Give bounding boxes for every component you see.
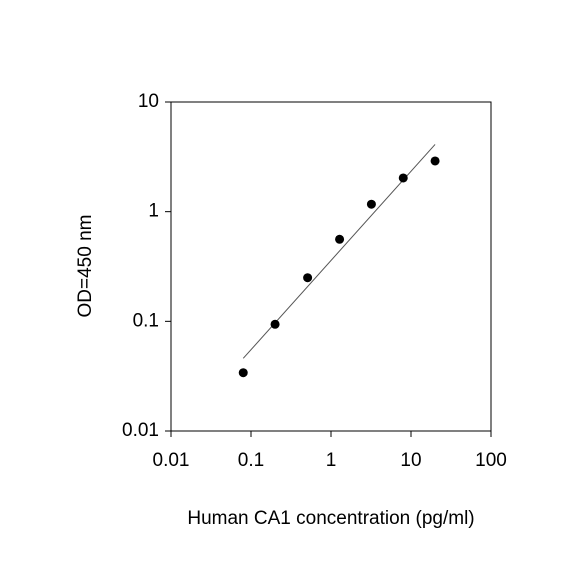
x-tick-label: 1 (326, 450, 337, 471)
data-point (238, 368, 248, 378)
data-point (303, 273, 313, 283)
y-tick-label: 0.1 (133, 310, 159, 331)
x-tick-label: 0.1 (238, 450, 264, 471)
x-axis-label: Human CA1 concentration (pg/ml) (187, 508, 474, 529)
x-tick-label: 100 (475, 450, 507, 471)
x-tick-label: 0.01 (153, 450, 190, 471)
data-point (270, 319, 280, 329)
x-tick-label: 10 (400, 450, 421, 471)
y-tick-label: 1 (148, 201, 159, 222)
data-point (398, 173, 408, 183)
y-axis-label: OD=450 nm (75, 215, 96, 318)
data-point (366, 199, 376, 209)
y-tick-label: 0.01 (122, 420, 159, 441)
data-point (430, 156, 440, 166)
plot-frame (170, 101, 492, 432)
data-point (335, 234, 345, 244)
y-tick-label: 10 (138, 91, 159, 112)
